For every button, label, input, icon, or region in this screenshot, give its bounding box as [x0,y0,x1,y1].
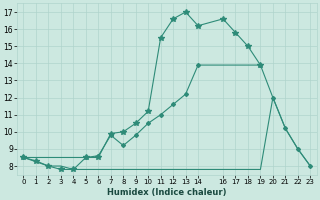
X-axis label: Humidex (Indice chaleur): Humidex (Indice chaleur) [107,188,227,197]
